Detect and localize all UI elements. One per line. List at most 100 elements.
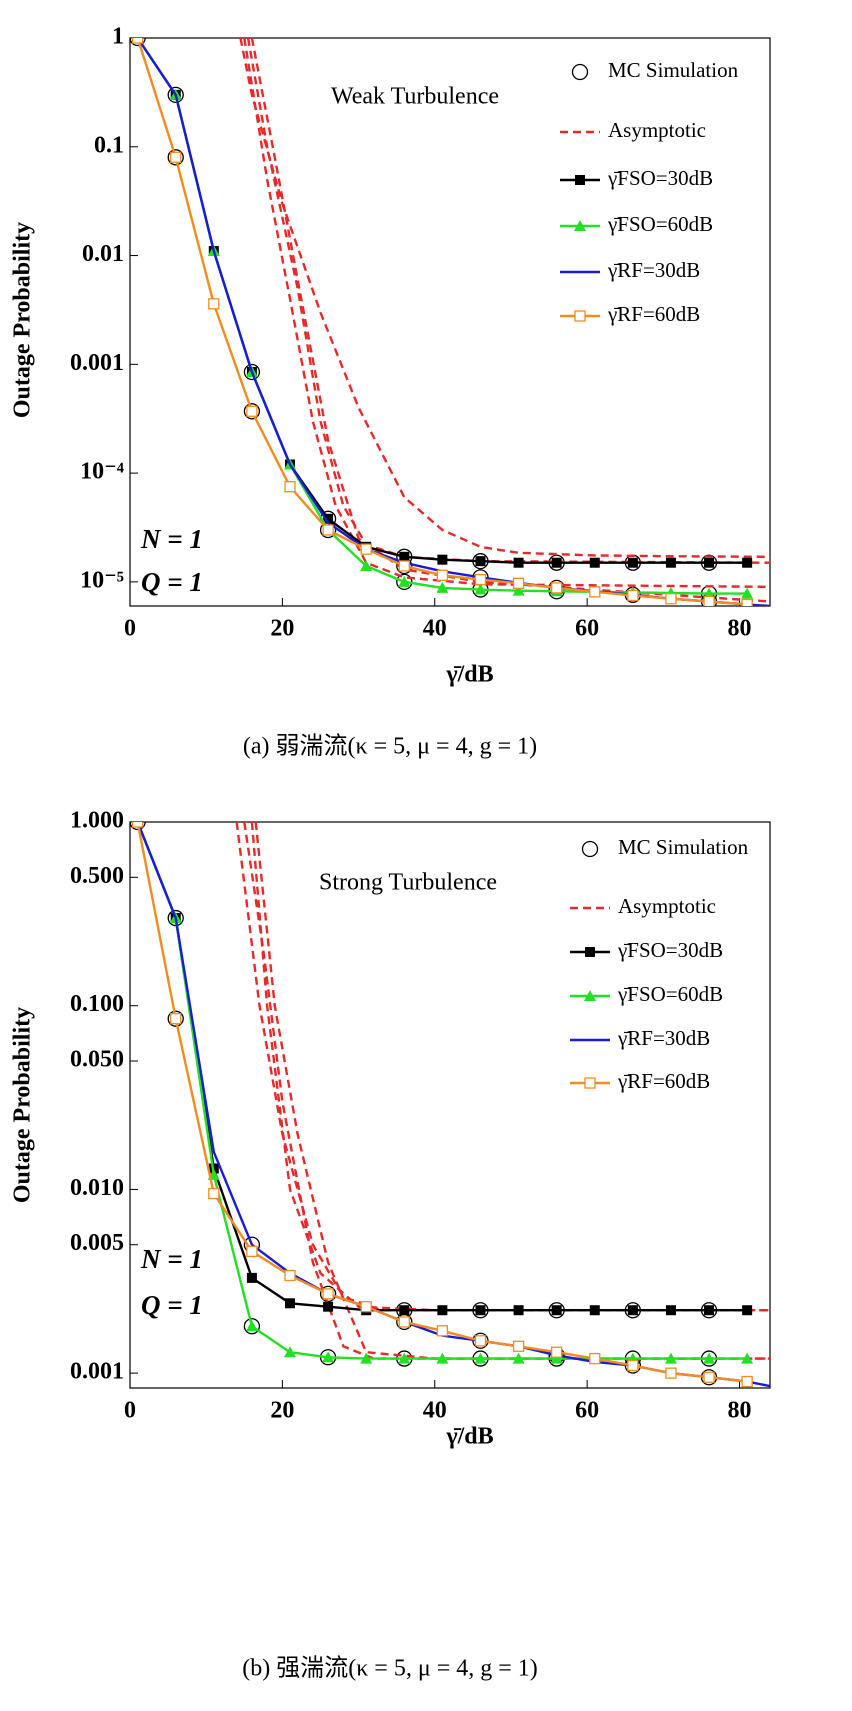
marker	[399, 551, 410, 562]
y-tick-label: 0.01	[82, 241, 124, 267]
marker	[741, 1352, 754, 1364]
panel: 0 20 40 60 80 1 0.1 0.01 0.001 10⁻⁴ 10⁻⁵ γ̄/dB Outag…	[10, 24, 771, 760]
x-tick-label: 40	[423, 1398, 447, 1424]
y-tick-label: 0.1	[94, 132, 124, 158]
marker	[512, 1340, 525, 1352]
plot-frame	[129, 821, 771, 1389]
marker	[574, 310, 586, 322]
x-tick-label: 20	[270, 616, 294, 642]
marker	[436, 1352, 449, 1364]
marker	[437, 1305, 448, 1316]
y-tick-label: 0.001	[70, 1359, 124, 1385]
annotation: Q = 1	[141, 567, 203, 597]
marker	[322, 524, 334, 536]
marker	[284, 481, 296, 493]
legend-label: MC Simulation	[618, 835, 749, 859]
x-tick-label: 40	[423, 616, 447, 642]
marker	[398, 575, 411, 587]
marker	[589, 586, 601, 598]
legend-label: γ̄RF=60dB	[617, 1069, 710, 1093]
marker	[665, 1367, 677, 1379]
caption: (a) 弱湍流(κ = 5, μ = 4, g = 1)	[243, 733, 537, 760]
legend-label: γ̄FSO=60dB	[607, 212, 713, 236]
marker	[627, 557, 638, 568]
legend-label: γ̄FSO=30dB	[607, 166, 713, 190]
annotation: Q = 1	[141, 1290, 203, 1320]
series-line	[250, 38, 770, 603]
marker	[581, 840, 599, 858]
marker	[170, 151, 182, 163]
caption: (b) 强湍流(κ = 5, μ = 4, g = 1)	[242, 1655, 538, 1682]
y-tick-label: 10⁻⁴	[80, 459, 124, 485]
marker	[584, 990, 596, 1001]
plot-area	[130, 822, 770, 1388]
marker	[398, 560, 410, 572]
marker	[665, 1305, 676, 1316]
marker	[322, 1351, 335, 1363]
marker	[627, 1359, 639, 1372]
marker	[704, 557, 715, 568]
y-tick-label: 1.000	[70, 808, 124, 834]
marker	[130, 38, 146, 47]
marker	[246, 1245, 258, 1258]
marker	[627, 1305, 638, 1316]
marker	[589, 1305, 600, 1316]
y-tick-label: 0.001	[70, 350, 124, 376]
marker	[575, 175, 585, 185]
marker	[360, 1301, 372, 1313]
marker	[208, 298, 220, 310]
annotation: Weak Turbulence	[331, 84, 499, 110]
marker	[551, 1346, 563, 1358]
y-tick-label: 0.050	[70, 1047, 124, 1073]
marker	[475, 1305, 486, 1316]
plot-frame	[129, 37, 771, 607]
x-tick-label: 60	[575, 616, 599, 642]
series-line	[239, 38, 770, 559]
marker	[246, 405, 258, 417]
marker	[475, 556, 486, 567]
marker	[704, 1305, 715, 1316]
x-tick-label: 60	[575, 1398, 599, 1424]
x-tick-label: 0	[124, 616, 136, 642]
x-axis-label: γ̄/dB	[445, 662, 493, 688]
marker	[246, 1272, 257, 1283]
marker	[664, 1352, 677, 1364]
marker	[245, 1320, 258, 1332]
marker	[742, 1305, 753, 1316]
legend-label: γ̄RF=60dB	[607, 302, 700, 326]
marker	[167, 149, 184, 166]
y-tick-label: 0.100	[70, 991, 124, 1017]
marker	[584, 1077, 596, 1089]
marker	[170, 1013, 182, 1025]
marker	[513, 1305, 524, 1316]
marker	[131, 38, 144, 44]
marker	[322, 1288, 334, 1300]
y-axis-label: Outage Probability	[10, 1007, 36, 1203]
marker	[436, 569, 449, 581]
annotation: N = 1	[140, 1244, 203, 1274]
legend-label: MC Simulation	[608, 58, 739, 82]
y-tick-label: 0.005	[70, 1230, 124, 1256]
marker	[589, 557, 600, 568]
marker	[474, 573, 487, 586]
marker	[703, 1352, 716, 1364]
marker	[360, 543, 372, 555]
marker	[703, 595, 715, 606]
series-line	[243, 38, 770, 589]
marker	[284, 1269, 296, 1282]
marker	[574, 220, 586, 231]
marker	[398, 1316, 410, 1328]
x-tick-label: 80	[728, 616, 752, 642]
marker	[474, 1335, 487, 1347]
series-line	[243, 822, 770, 1360]
marker	[167, 86, 184, 104]
x-tick-label: 0	[124, 1398, 136, 1424]
marker	[585, 947, 595, 957]
marker	[665, 593, 677, 605]
marker	[360, 559, 373, 571]
legend-label: γ̄RF=30dB	[617, 1026, 710, 1050]
marker	[742, 557, 753, 568]
x-tick-label: 20	[270, 1398, 294, 1424]
series-line	[235, 822, 770, 1312]
